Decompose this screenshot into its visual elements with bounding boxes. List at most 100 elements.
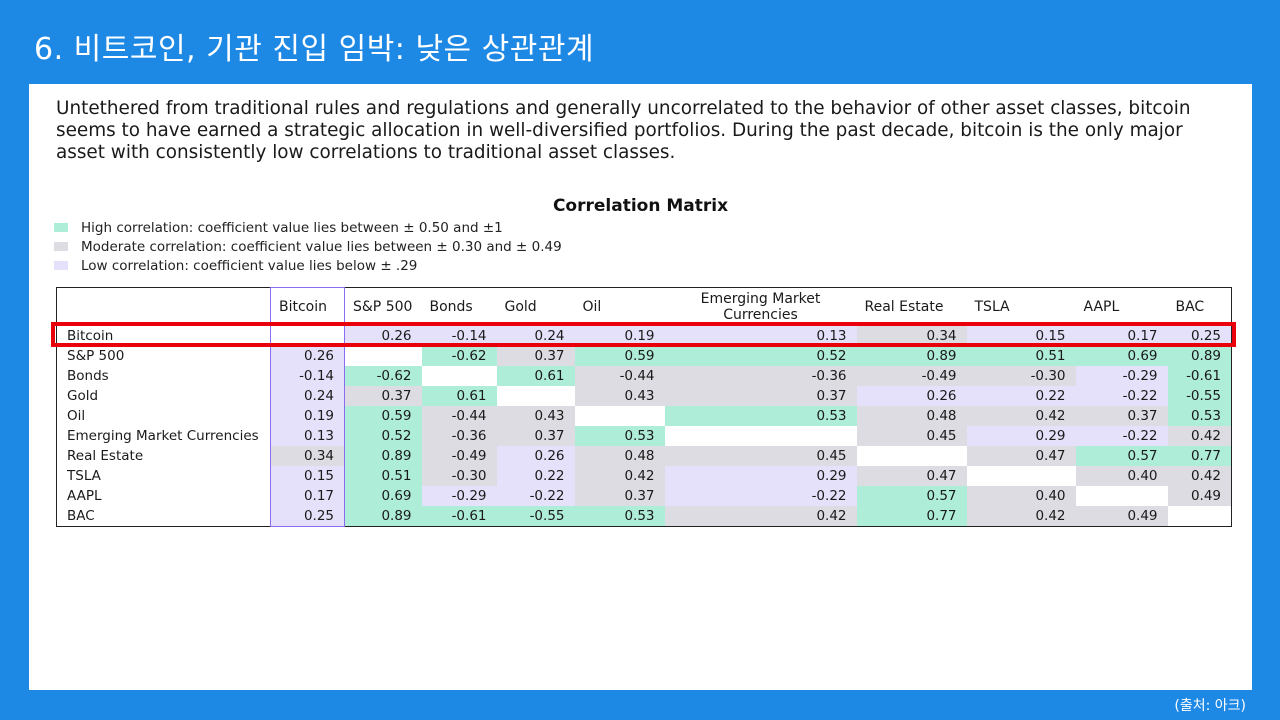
row-label-bonds: Bonds: [67, 368, 109, 384]
matrix-row-bonds: Bonds -0.14 -0.62 0.61 -0.44 -0.36 -0.49 -0.30-…: [57, 366, 1232, 386]
correlation-cell: 0.59: [574, 346, 665, 366]
correlation-cell: -0.30: [421, 466, 497, 486]
row-label-real-estate: Real Estate: [67, 448, 144, 464]
correlation-cell: 0.69: [344, 486, 422, 506]
column-header-bac: BAC: [1175, 299, 1205, 315]
correlation-cell: 0.29: [966, 426, 1076, 446]
correlation-cell: -0.55: [496, 506, 575, 527]
correlation-cell: 0.37: [574, 486, 665, 506]
correlation-cell: [856, 446, 967, 466]
correlation-cell: -0.29: [1075, 366, 1168, 386]
correlation-cell: 0.19: [270, 406, 345, 426]
matrix-row-sandp-500: S&P 500 0.26 -0.62 0.37 0.59 0.52 0.89 0.51 0.69…: [57, 346, 1232, 366]
correlation-cell: -0.44: [421, 406, 497, 426]
correlation-cell: -0.49: [421, 446, 497, 466]
correlation-cell: 0.26: [856, 386, 967, 406]
correlation-cell: [966, 466, 1076, 486]
correlation-cell: 0.37: [496, 346, 575, 366]
correlation-cell: -0.61: [1167, 366, 1232, 386]
correlation-cell: 0.89: [344, 506, 422, 527]
correlation-cell: 0.53: [574, 426, 665, 446]
correlation-cell: -0.55: [1167, 386, 1232, 406]
correlation-cell: 0.57: [1075, 446, 1168, 466]
correlation-cell: -0.22: [1075, 386, 1168, 406]
correlation-cell: 0.40: [1075, 466, 1168, 486]
correlation-cell: [496, 386, 575, 406]
correlation-cell: -0.22: [496, 486, 575, 506]
source-note: (출처: 아크): [1174, 698, 1246, 714]
correlation-cell: 0.59: [344, 406, 422, 426]
correlation-cell: -0.14: [421, 326, 497, 346]
correlation-cell: 0.26: [344, 326, 422, 346]
legend: High correlation: coefficient value lies…: [54, 218, 562, 275]
legend-swatch-high: [54, 223, 68, 232]
correlation-cell: 0.52: [344, 426, 422, 446]
correlation-cell: 0.49: [1167, 486, 1232, 506]
correlation-cell: 0.37: [1075, 406, 1168, 426]
correlation-cell: 0.17: [270, 486, 345, 506]
correlation-cell: 0.77: [856, 506, 967, 527]
legend-item-high: High correlation: coefficient value lies…: [54, 218, 562, 237]
correlation-cell: 0.45: [856, 426, 967, 446]
matrix-row-gold: Gold 0.24 0.37 0.61 0.43 0.37 0.26 0.22 -0.22 -0.…: [57, 386, 1232, 406]
correlation-cell: 0.15: [966, 326, 1076, 346]
correlation-cell: 0.25: [270, 506, 345, 527]
correlation-cell: 0.51: [966, 346, 1076, 366]
matrix-row-oil: Oil 0.19 0.59 -0.44 0.43 0.53 0.48 0.42 0.37 0.53: [57, 406, 1232, 426]
matrix-corner-cell: [57, 288, 271, 327]
correlation-cell: 0.53: [664, 406, 857, 426]
correlation-cell: 0.43: [574, 386, 665, 406]
correlation-cell: 0.17: [1075, 326, 1168, 346]
correlation-cell: 0.26: [270, 346, 345, 366]
matrix-row-emerging-market-currencies: Emerging Market Currencies 0.13 0.52 -0.36 0…: [57, 426, 1232, 446]
correlation-cell: 0.47: [856, 466, 967, 486]
row-label-sandp-500: S&P 500: [67, 348, 125, 364]
correlation-cell: 0.25: [1167, 326, 1232, 346]
correlation-cell: 0.19: [574, 326, 665, 346]
legend-swatch-low: [54, 261, 68, 270]
correlation-cell: 0.48: [574, 446, 665, 466]
correlation-cell: -0.30: [966, 366, 1076, 386]
correlation-cell: 0.24: [496, 326, 575, 346]
correlation-cell: [1075, 486, 1168, 506]
correlation-cell: 0.40: [966, 486, 1076, 506]
row-label-gold: Gold: [67, 388, 99, 404]
column-header-sandp-500: S&P 500: [353, 299, 413, 315]
correlation-cell: 0.37: [496, 426, 575, 446]
correlation-cell: 0.13: [270, 426, 345, 446]
row-label-oil: Oil: [67, 408, 86, 424]
correlation-matrix: Bitcoin S&P 500 Bonds Gold Oil Emerging Marke…: [56, 287, 1232, 527]
correlation-cell: [664, 426, 857, 446]
row-label-bitcoin: Bitcoin: [67, 328, 114, 344]
correlation-cell: 0.77: [1167, 446, 1232, 466]
correlation-cell: 0.49: [1075, 506, 1168, 527]
row-label-tsla: TSLA: [67, 468, 101, 484]
correlation-cell: -0.44: [574, 366, 665, 386]
column-header-gold: Gold: [504, 299, 537, 315]
correlation-cell: 0.48: [856, 406, 967, 426]
correlation-cell: 0.61: [496, 366, 575, 386]
matrix-row-real-estate: Real Estate 0.34 0.89 -0.49 0.26 0.48 0.45 0.47…: [57, 446, 1232, 466]
correlation-cell: -0.36: [421, 426, 497, 446]
correlation-cell: 0.42: [1167, 426, 1232, 446]
correlation-cell: 0.42: [664, 506, 857, 527]
matrix-row-bitcoin: Bitcoin 0.26 -0.14 0.24 0.19 0.13 0.34 0.15 0.17…: [57, 326, 1232, 346]
column-header-oil: Oil: [582, 299, 602, 315]
correlation-cell: 0.43: [496, 406, 575, 426]
matrix-body: Bitcoin 0.26 -0.14 0.24 0.19 0.13 0.34 0.15 0.17…: [57, 326, 1232, 527]
correlation-cell: 0.13: [664, 326, 857, 346]
column-header-bonds: Bonds: [429, 299, 473, 315]
correlation-cell: -0.22: [664, 486, 857, 506]
correlation-cell: 0.37: [664, 386, 857, 406]
correlation-cell: 0.53: [574, 506, 665, 527]
correlation-cell: 0.29: [664, 466, 857, 486]
content-panel: Untethered from traditional rules and re…: [29, 84, 1252, 690]
legend-item-low: Low correlation: coefficient value lies …: [54, 256, 562, 275]
correlation-cell: 0.53: [1167, 406, 1232, 426]
correlation-cell: [270, 326, 345, 346]
matrix-header-row: Bitcoin S&P 500 Bonds Gold Oil Emerging Marke…: [57, 287, 1232, 327]
correlation-cell: -0.62: [421, 346, 497, 366]
correlation-cell: 0.47: [966, 446, 1076, 466]
correlation-cell: [574, 406, 665, 426]
correlation-cell: -0.61: [421, 506, 497, 527]
